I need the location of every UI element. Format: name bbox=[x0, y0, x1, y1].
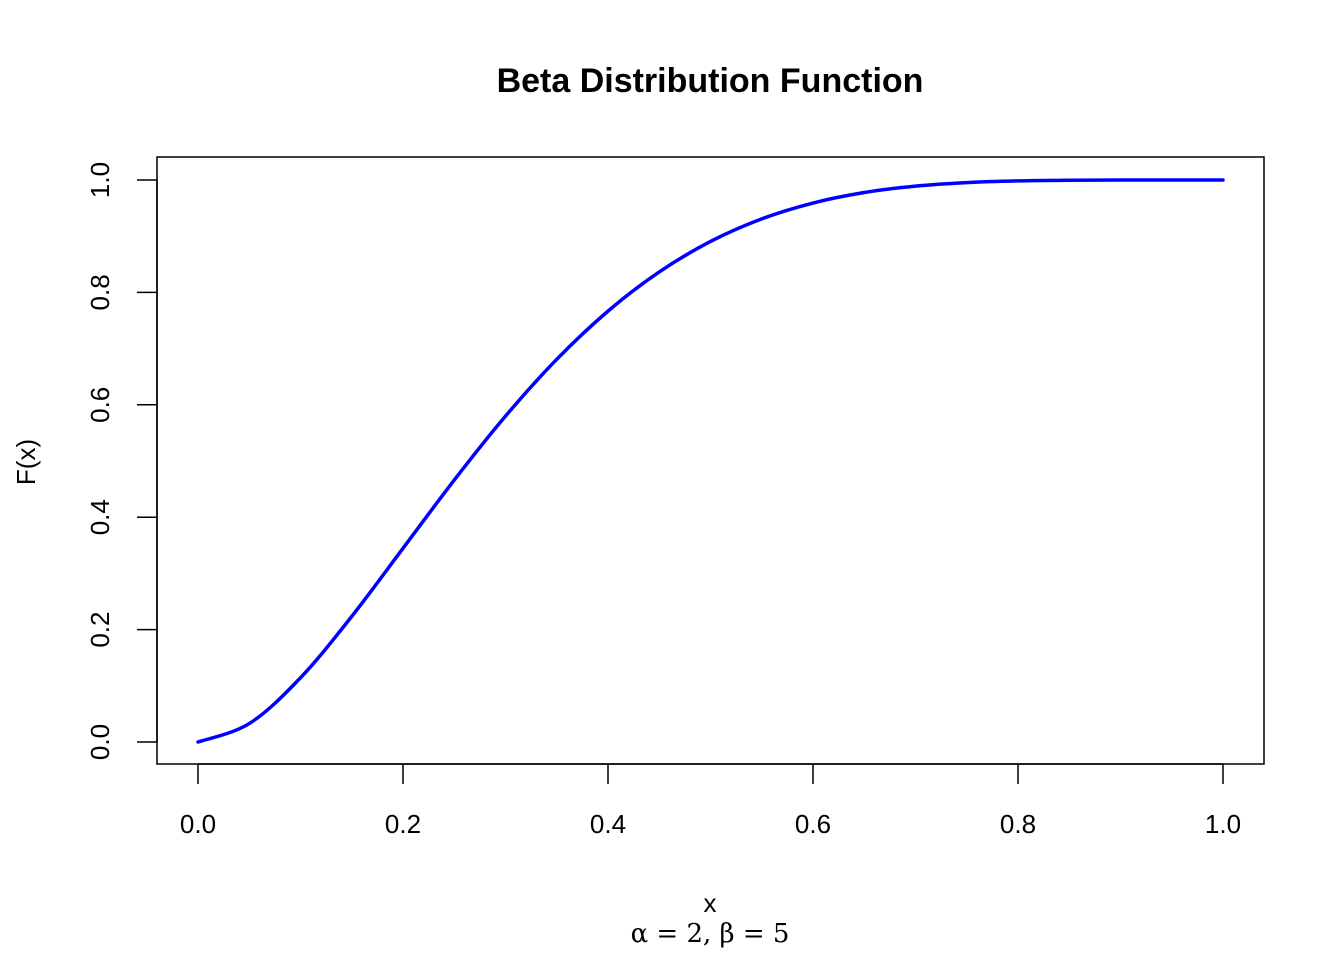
x-tick-label: 0.2 bbox=[385, 809, 421, 839]
y-tick-label: 0.8 bbox=[85, 274, 115, 310]
x-tick-label: 0.4 bbox=[590, 809, 626, 839]
y-tick-label: 0.2 bbox=[85, 612, 115, 648]
chart-title: Beta Distribution Function bbox=[497, 62, 924, 100]
series-line bbox=[196, 178, 1225, 744]
y-tick-label: 1.0 bbox=[85, 162, 115, 198]
y-axis: 0.0 0.2 0.4 0.6 0.8 1.0 bbox=[85, 162, 158, 760]
x-tick-label: 0.0 bbox=[180, 809, 216, 839]
x-tick-label: 0.6 bbox=[795, 809, 831, 839]
plot-frame bbox=[156, 156, 1265, 765]
y-tick-label: 0.0 bbox=[85, 724, 115, 760]
x-axis-label: x bbox=[704, 888, 717, 918]
x-tick-label: 1.0 bbox=[1205, 809, 1241, 839]
x-tick-label: 0.8 bbox=[1000, 809, 1036, 839]
chart-subtitle: α = 2, β = 5 bbox=[631, 919, 790, 949]
y-axis-label: F(x) bbox=[11, 439, 41, 485]
y-tick-label: 0.6 bbox=[85, 387, 115, 423]
y-tick-label: 0.4 bbox=[85, 499, 115, 535]
x-axis: 0.0 0.2 0.4 0.6 0.8 1.0 bbox=[180, 763, 1241, 839]
